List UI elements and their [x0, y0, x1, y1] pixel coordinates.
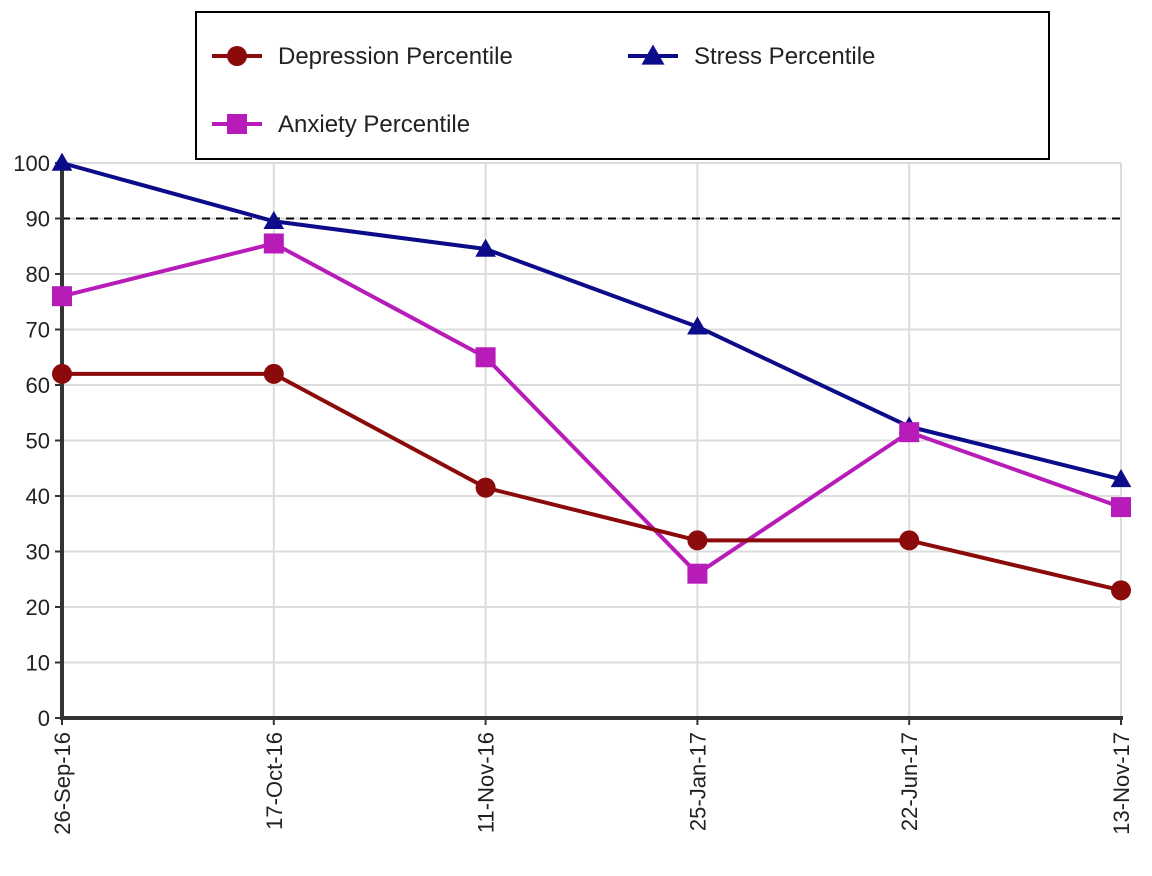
data-point-depression-percentile — [1111, 580, 1131, 601]
data-point-depression-percentile — [263, 363, 284, 384]
y-tick-label: 30 — [26, 540, 50, 565]
series-line-stress-percentile — [61, 161, 1122, 482]
legend-item-stress-percentile: Stress Percentile — [628, 43, 875, 70]
y-tick-label: 10 — [26, 651, 50, 676]
data-point-stress-percentile — [687, 316, 708, 335]
series-stress-percentile — [51, 152, 1132, 488]
y-tick-label: 60 — [26, 373, 50, 398]
x-tick-label: 26-Sep-16 — [50, 732, 75, 835]
data-point-stress-percentile — [51, 152, 73, 171]
legend-swatch-marker — [227, 114, 247, 134]
series-depression-percentile — [52, 363, 1131, 601]
y-tick-label: 90 — [26, 207, 50, 232]
series-anxiety-percentile — [52, 233, 1131, 584]
y-axis-ticks: 0 10 20 30 40 50 60 70 80 90 100 — [13, 151, 62, 731]
data-point-stress-percentile — [1110, 469, 1132, 488]
data-point-depression-percentile — [687, 530, 708, 551]
data-point-anxiety-percentile — [475, 347, 496, 368]
y-tick-label: 50 — [26, 429, 50, 454]
x-tick-label: 25-Jan-17 — [685, 732, 710, 831]
series-line-depression-percentile — [62, 371, 1122, 593]
y-tick-label: 100 — [13, 151, 50, 176]
data-point-depression-percentile — [475, 477, 496, 498]
data-point-depression-percentile — [899, 530, 920, 551]
legend-swatch-marker — [641, 44, 665, 65]
x-tick-label: 13-Nov-17 — [1109, 732, 1134, 835]
legend-box — [195, 11, 1050, 160]
y-tick-label: 80 — [26, 262, 50, 287]
x-tick-label: 17-Oct-16 — [262, 732, 287, 830]
x-axis-ticks: 26-Sep-16 17-Oct-16 11-Nov-16 25-Jan-17 22-J… — [50, 718, 1134, 835]
data-point-anxiety-percentile — [263, 233, 284, 254]
y-tick-label: 0 — [38, 706, 50, 731]
series-layer — [51, 152, 1132, 601]
data-point-stress-percentile — [475, 238, 496, 257]
data-point-anxiety-percentile — [687, 563, 708, 584]
legend-item-depression-percentile: Depression Percentile — [212, 43, 513, 70]
x-tick-label: 11-Nov-16 — [474, 732, 499, 833]
legend-item-anxiety-percentile: Anxiety Percentile — [212, 111, 470, 138]
data-point-depression-percentile — [52, 363, 72, 384]
legend-label: Anxiety Percentile — [278, 111, 470, 138]
legend-label: Depression Percentile — [278, 43, 513, 70]
legend: Depression Percentile Stress Percentile An… — [195, 11, 1050, 160]
legend-label: Stress Percentile — [694, 43, 875, 70]
y-tick-label: 40 — [26, 484, 50, 509]
data-point-anxiety-percentile — [52, 286, 72, 307]
data-point-anxiety-percentile — [899, 422, 920, 443]
series-line-anxiety-percentile — [61, 241, 1122, 576]
y-tick-label: 70 — [26, 318, 50, 343]
y-tick-label: 20 — [26, 595, 50, 620]
data-point-stress-percentile — [263, 210, 285, 230]
data-point-anxiety-percentile — [1111, 497, 1131, 518]
legend-swatch-marker — [227, 46, 247, 66]
x-tick-label: 22-Jun-17 — [897, 732, 922, 831]
